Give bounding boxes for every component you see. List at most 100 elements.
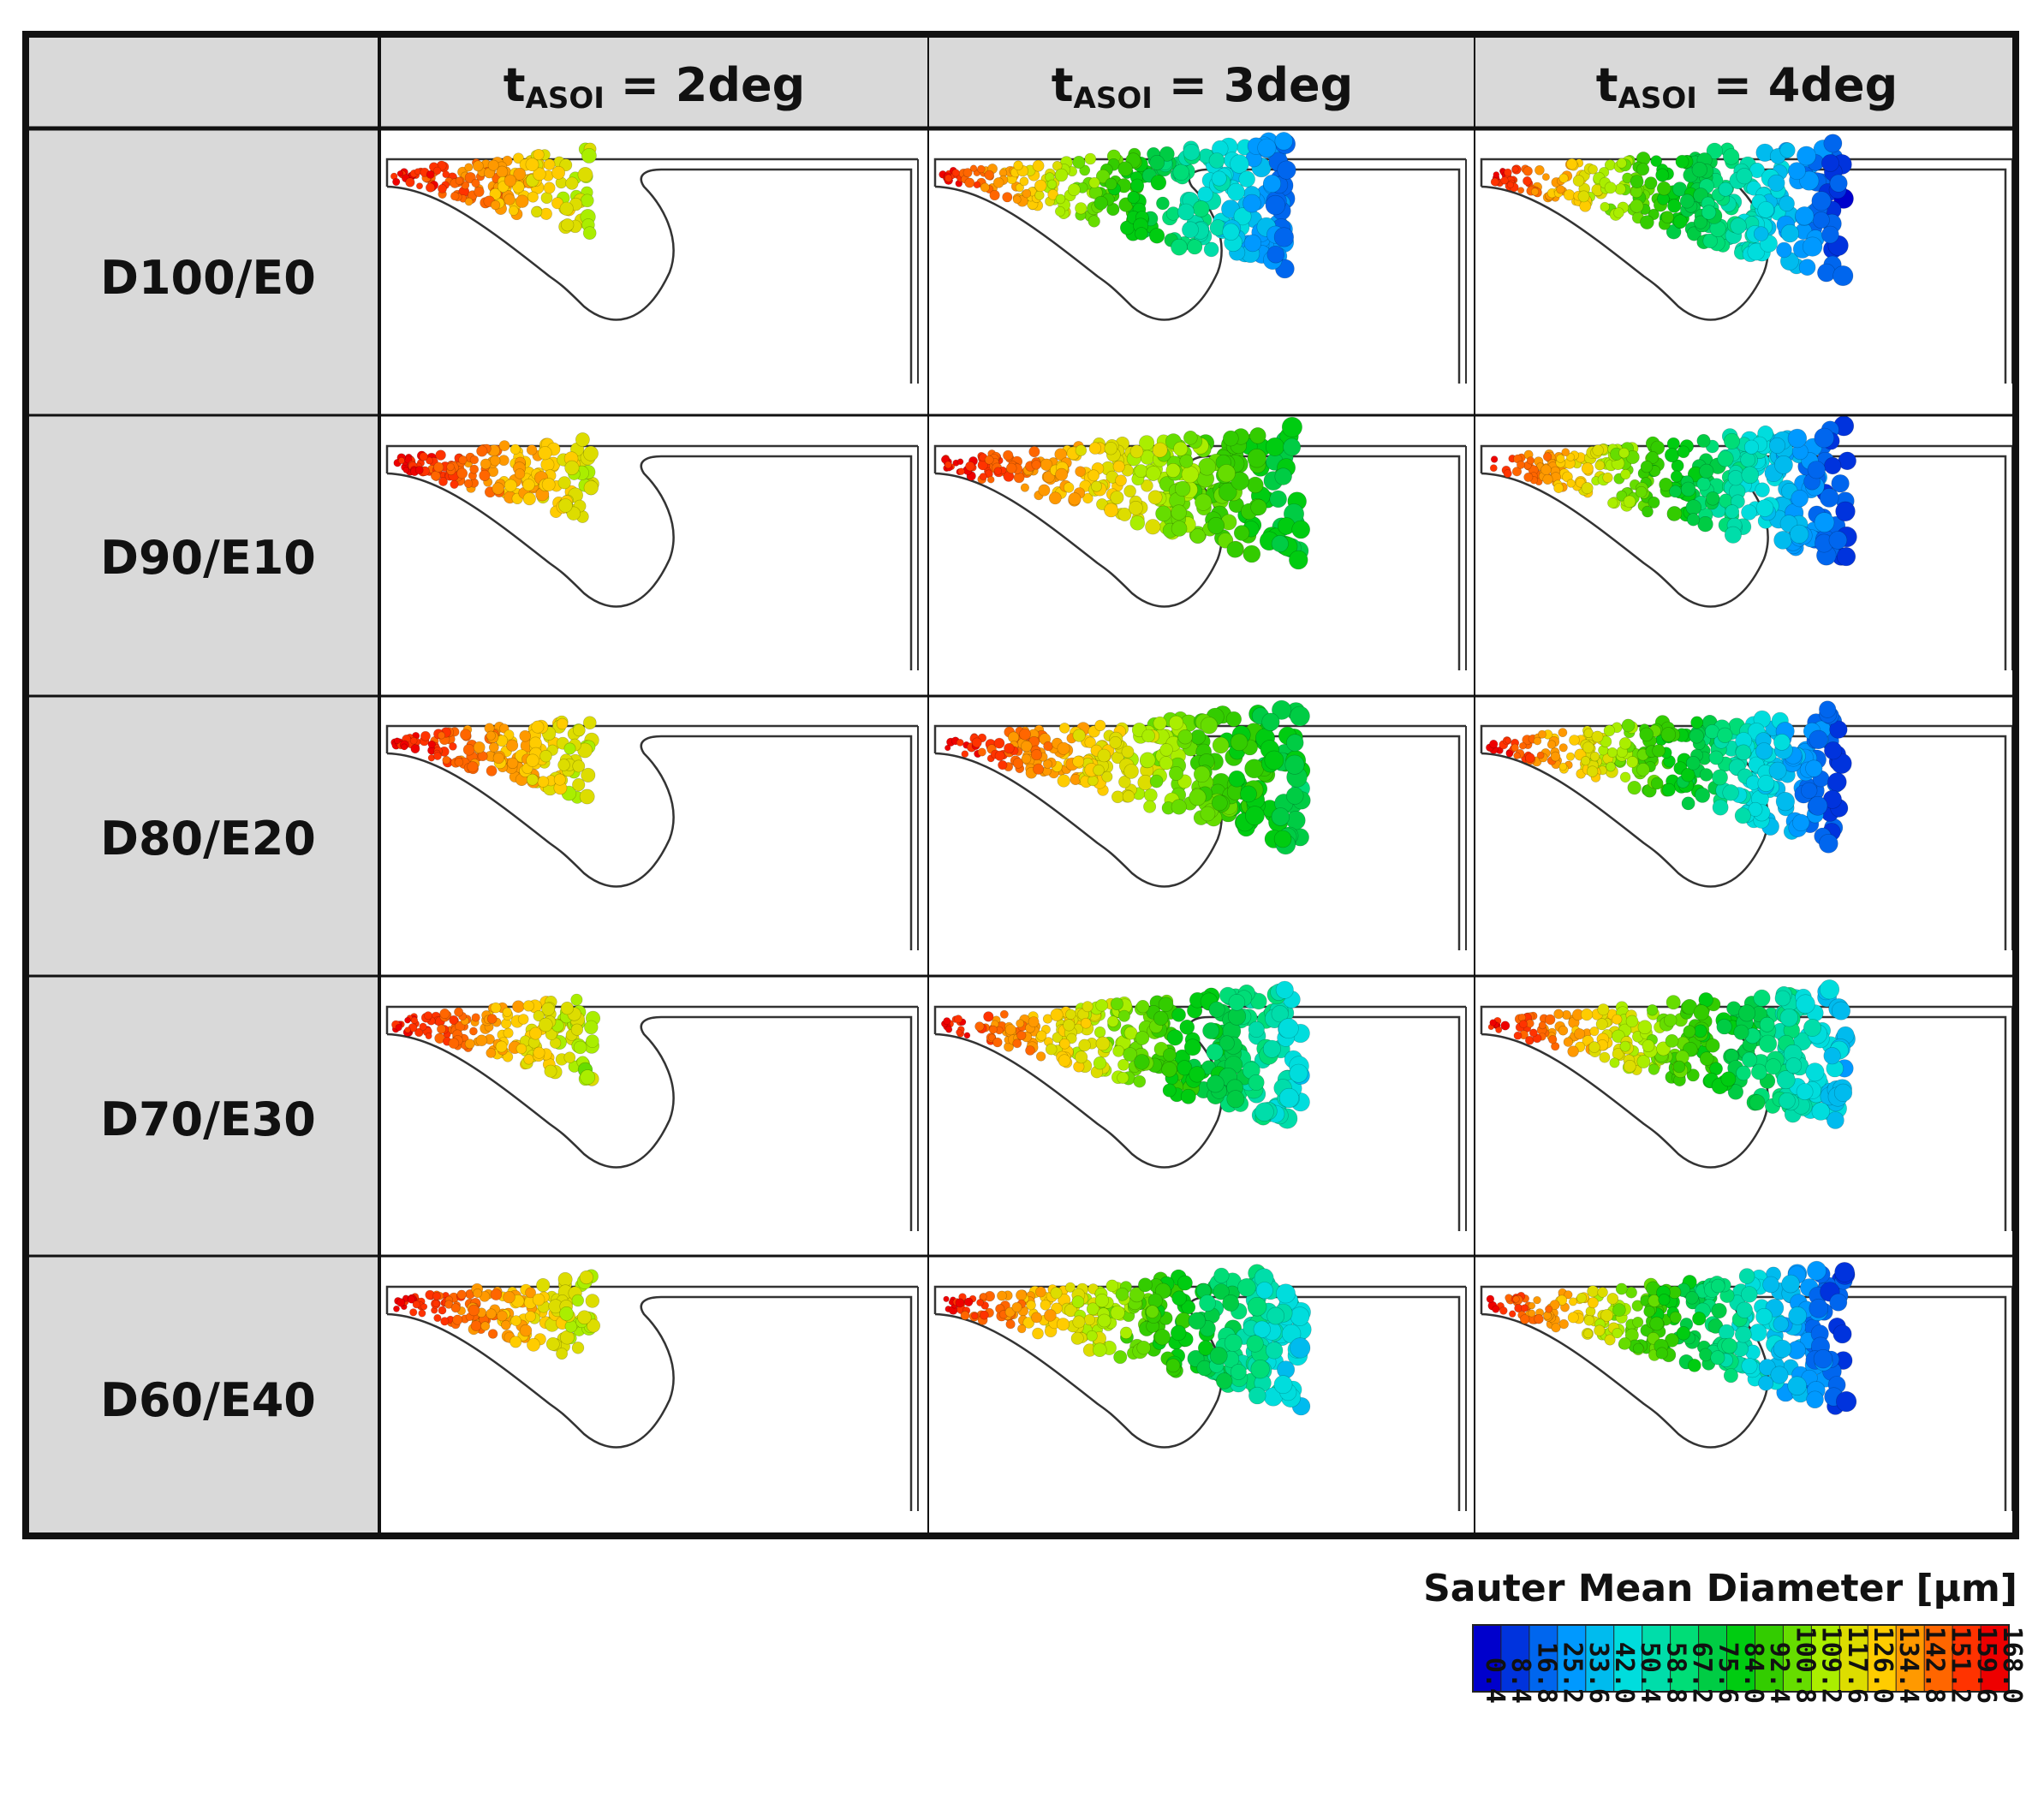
- spray-droplet: [438, 1306, 447, 1315]
- spray-droplet: [1182, 221, 1199, 239]
- spray-droplet: [1231, 1364, 1247, 1380]
- spray-droplet: [410, 744, 420, 754]
- spray-droplet: [1749, 1324, 1767, 1342]
- spray-droplet: [1526, 456, 1535, 465]
- column-header-3deg: tASOI = 3deg: [1052, 58, 1354, 116]
- spray-droplet: [1836, 546, 1856, 567]
- spray-droplet: [1086, 1330, 1098, 1342]
- spray-droplet: [943, 1295, 950, 1302]
- spray-droplet: [1005, 462, 1017, 474]
- spray-droplet: [1002, 192, 1013, 203]
- spray-droplet: [1586, 765, 1599, 777]
- spray-droplet: [1523, 166, 1533, 176]
- column-header-4deg: tASOI = 4deg: [1596, 58, 1898, 116]
- spray-droplet: [1740, 452, 1756, 467]
- spray-droplet: [1811, 1102, 1831, 1121]
- spray-droplet: [571, 1294, 584, 1307]
- spray-droplet: [1290, 1337, 1311, 1359]
- spray-droplet: [1117, 1009, 1130, 1022]
- spray-droplet: [504, 729, 515, 741]
- spray-droplet: [1542, 452, 1552, 461]
- spray-droplet: [1505, 737, 1511, 744]
- spray-droplet: [553, 773, 566, 786]
- spray-droplet: [1134, 1054, 1150, 1070]
- spray-droplet: [1710, 1350, 1725, 1366]
- spray-droplet: [1225, 711, 1242, 728]
- spray-droplet: [539, 207, 552, 220]
- spray-droplet: [498, 440, 510, 451]
- spray-droplet: [1242, 193, 1261, 213]
- spray-droplet: [994, 750, 1005, 761]
- spray-droplet: [993, 467, 1003, 475]
- spray-droplet: [1807, 1260, 1826, 1281]
- spray-droplet: [579, 1270, 593, 1285]
- spray-droplet: [1803, 236, 1823, 257]
- spray-droplet: [1788, 1306, 1808, 1325]
- spray-droplet: [1832, 1001, 1851, 1021]
- spray-droplet: [1034, 179, 1047, 193]
- spray-droplet: [467, 761, 479, 773]
- spray-droplet: [1649, 1316, 1664, 1331]
- spray-droplet: [504, 479, 517, 492]
- spray-droplet: [998, 759, 1008, 771]
- spray-droplet: [1150, 175, 1167, 191]
- spray-droplet: [392, 177, 401, 186]
- spray-droplet: [1021, 753, 1032, 765]
- spray-droplet: [420, 1303, 428, 1311]
- spray-droplet: [1257, 138, 1277, 158]
- spray-droplet: [580, 193, 594, 208]
- spray-droplet: [572, 759, 586, 773]
- spray-droplet: [583, 480, 599, 496]
- header-background: [26, 34, 2016, 128]
- spray-droplet: [1036, 1030, 1047, 1041]
- spray-droplet: [1691, 162, 1707, 178]
- spray-droplet: [456, 467, 468, 479]
- spray-droplet: [1718, 182, 1733, 197]
- spray-droplet: [1722, 148, 1740, 165]
- spray-droplet: [956, 739, 964, 747]
- spray-droplet: [404, 1016, 411, 1024]
- spray-droplet: [962, 168, 973, 178]
- spray-droplet: [1055, 467, 1069, 481]
- spray-droplet: [1544, 1014, 1556, 1026]
- spray-droplet: [1031, 460, 1041, 470]
- spray-droplet: [1141, 479, 1153, 492]
- spray-droplet: [1063, 482, 1075, 493]
- spray-droplet: [1285, 787, 1304, 805]
- spray-droplet: [1088, 469, 1099, 482]
- spray-droplet: [1619, 1040, 1631, 1052]
- spray-droplet: [1722, 784, 1739, 801]
- spray-droplet: [1558, 743, 1568, 753]
- spray-droplet: [1057, 774, 1070, 788]
- spray-droplet: [1141, 729, 1155, 743]
- spray-droplet: [1744, 439, 1760, 455]
- spray-droplet: [480, 1321, 491, 1331]
- spray-droplet: [503, 1290, 515, 1304]
- spray-droplet: [537, 776, 550, 788]
- spray-droplet: [1511, 165, 1519, 173]
- spray-droplet: [1112, 460, 1125, 473]
- spray-droplet: [395, 1024, 402, 1032]
- spray-droplet: [1705, 724, 1720, 740]
- spray-droplet: [412, 1300, 420, 1309]
- spray-droplet: [432, 1292, 441, 1300]
- spray-droplet: [1805, 759, 1823, 777]
- spray-droplet: [1602, 472, 1613, 484]
- spray-droplet: [1658, 1294, 1671, 1306]
- spray-droplet: [1188, 1312, 1207, 1330]
- spray-droplet: [1097, 748, 1111, 763]
- spray-droplet: [1759, 1016, 1775, 1032]
- row-label-background: [26, 128, 379, 1536]
- spray-droplet: [1284, 754, 1305, 775]
- spray-droplet: [1180, 1088, 1196, 1104]
- spray-droplet: [423, 1011, 432, 1021]
- spray-droplet: [515, 194, 529, 208]
- spray-droplet: [1503, 469, 1512, 479]
- spray-droplet: [969, 164, 978, 172]
- spray-droplet: [1504, 168, 1512, 177]
- spray-droplet: [433, 1313, 442, 1323]
- spray-droplet: [1632, 1316, 1644, 1328]
- spray-droplet: [1227, 182, 1245, 201]
- spray-droplet: [1248, 1074, 1265, 1091]
- spray-droplet: [1035, 1286, 1046, 1298]
